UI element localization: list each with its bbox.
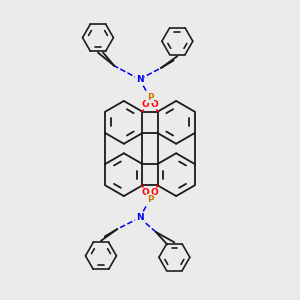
Text: P: P [147,195,153,204]
Text: N: N [136,213,143,222]
Text: O: O [142,188,149,197]
Text: O: O [151,188,158,197]
Text: P: P [147,93,153,102]
Text: N: N [136,75,143,84]
Text: O: O [151,100,158,109]
Text: O: O [142,100,149,109]
